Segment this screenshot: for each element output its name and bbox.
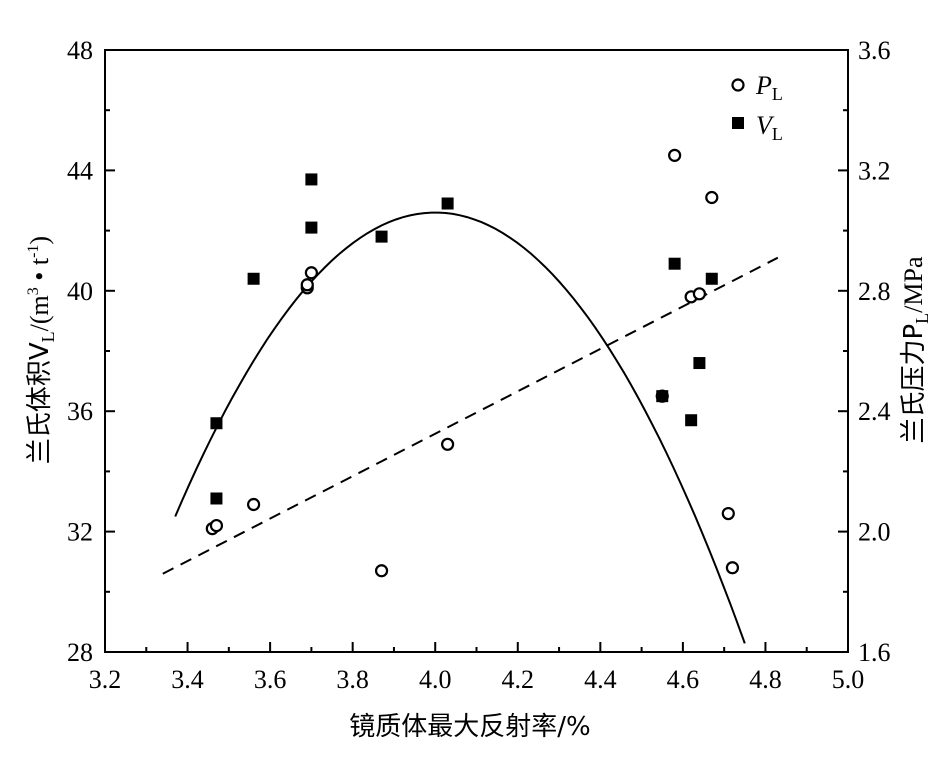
point-vl: [305, 173, 318, 186]
x-tick-label: 4.0: [419, 665, 452, 694]
x-tick-label: 4.6: [667, 665, 700, 694]
point-pl: [692, 287, 707, 301]
legend-label-pl: PL: [755, 71, 783, 104]
right-y-tick-label: 3.6: [858, 36, 891, 65]
fit-lines: [162, 211, 779, 644]
point-vl: [247, 272, 260, 285]
legend-marker-square: [732, 117, 744, 129]
svg-text:兰氏体积VL/(m3 • t-1): 兰氏体积VL/(m3 • t-1): [25, 236, 58, 464]
point-vl: [210, 492, 223, 505]
point-pl: [209, 518, 224, 533]
x-tick-label: 5.0: [832, 665, 865, 694]
point-pl: [441, 437, 455, 451]
point-pl: [300, 278, 314, 292]
x-tick-label: 4.2: [502, 665, 535, 694]
left-y-tick-label: 36: [67, 397, 93, 426]
legend: PL VL: [731, 71, 783, 144]
left-y-tick-label: 48: [67, 36, 93, 65]
point-pl: [705, 190, 719, 205]
x-axis-title: 镜质体最大反射率/%: [349, 712, 590, 742]
right-y-axis-ticks: 1.6 2.0 2.4 2.8 3.2 3.6: [838, 36, 891, 667]
right-axis-title-sub: L: [912, 313, 932, 324]
right-y-tick-label: 3.2: [858, 156, 891, 185]
x-tick-label: 3.4: [171, 665, 204, 694]
point-pl: [725, 561, 740, 575]
point-vl: [685, 414, 698, 427]
point-vl: [305, 221, 318, 234]
left-y-tick-label: 40: [67, 277, 93, 306]
legend-marker-circle: [731, 78, 745, 92]
right-axis-title-main: 兰氏压力P: [899, 324, 929, 444]
left-axis-title: 兰氏体积VL/(m3 • t-1): [25, 236, 58, 464]
left-y-tick-label: 32: [67, 518, 93, 547]
fit-line-dashed: [162, 256, 779, 575]
svg-text:兰氏压力PL/MPa: 兰氏压力PL/MPa: [899, 256, 932, 443]
left-axis-title-sup: 3: [25, 287, 42, 295]
left-axis-title-sup2: -1: [25, 245, 42, 258]
right-y-tick-label: 1.6: [858, 638, 891, 667]
point-pl: [374, 564, 389, 578]
legend-label-vl: VL: [756, 111, 783, 144]
point-vl: [210, 417, 223, 430]
point-vl: [705, 272, 718, 285]
right-y-tick-label: 2.8: [858, 277, 891, 306]
point-vl: [693, 357, 706, 370]
left-axis-title-main: 兰氏体积V: [25, 342, 55, 464]
point-vl: [441, 197, 454, 210]
point-vl: [375, 230, 388, 243]
point-pl: [304, 266, 318, 280]
left-axis-title-mid: • t: [25, 257, 54, 287]
right-axis-title-unit: /MPa: [899, 256, 928, 313]
x-tick-label: 4.8: [749, 665, 782, 694]
x-axis-ticks: 3.2 3.4 3.6 3.8 4.0 4.2 4.4 4.6 4.8 5.0: [89, 642, 865, 694]
data-points: [205, 148, 740, 578]
left-y-tick-label: 28: [67, 638, 93, 667]
right-y-tick-label: 2.4: [858, 397, 891, 426]
left-axis-title-unit: /(m: [25, 295, 54, 331]
right-y-tick-label: 2.0: [858, 518, 891, 547]
point-vl: [656, 390, 669, 403]
left-y-tick-label: 44: [67, 156, 93, 185]
left-y-axis-ticks: 28 32 36 40 44 48: [67, 36, 115, 667]
point-pl: [247, 497, 261, 512]
fit-line-solid: [174, 211, 746, 644]
point-pl: [668, 148, 682, 162]
left-axis-title-end: ): [25, 236, 54, 245]
point-vl: [668, 257, 681, 270]
right-axis-title: 兰氏压力PL/MPa: [899, 256, 932, 443]
x-tick-label: 4.4: [584, 665, 617, 694]
left-axis-title-sub: L: [38, 331, 58, 342]
x-tick-label: 3.2: [89, 665, 122, 694]
x-tick-label: 3.6: [254, 665, 287, 694]
x-tick-label: 3.8: [336, 665, 369, 694]
point-pl: [721, 506, 735, 521]
